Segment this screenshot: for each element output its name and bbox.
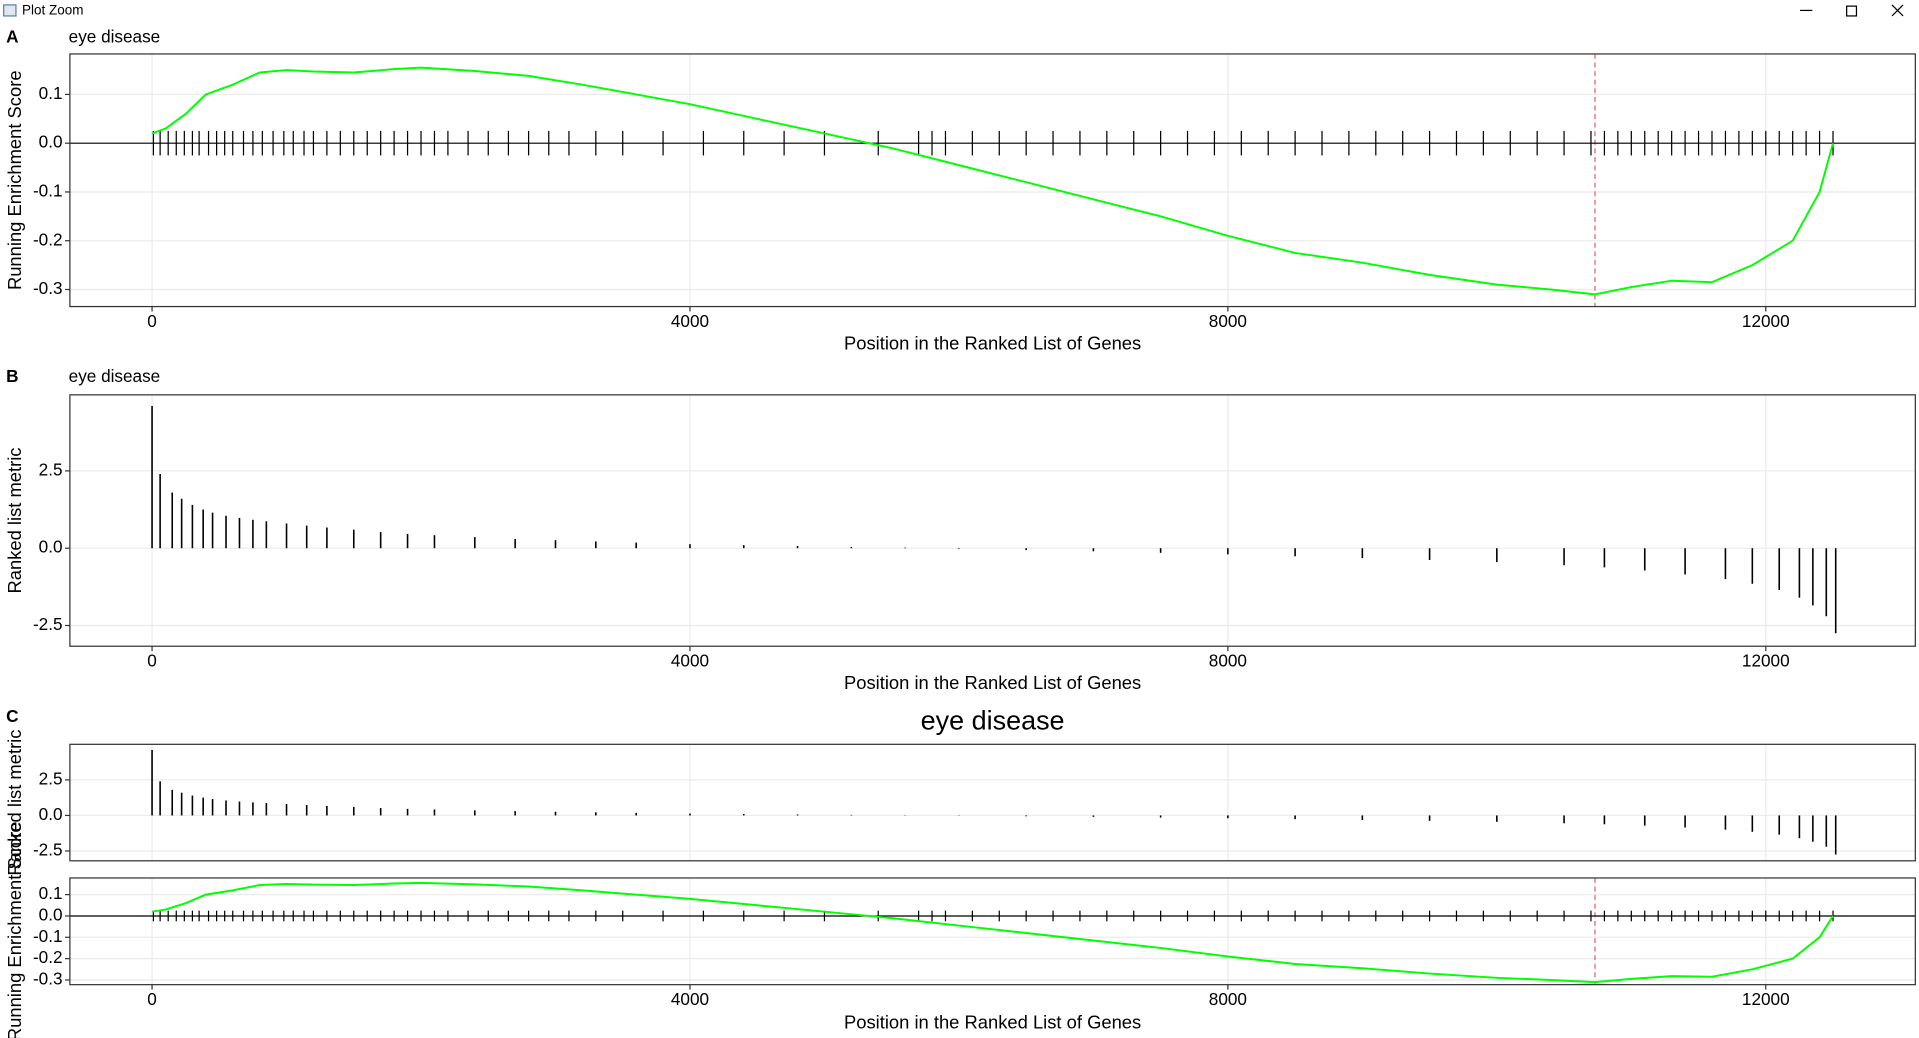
panel-label: B (6, 366, 18, 386)
y-tick-label: -0.1 (33, 926, 63, 946)
y-tick-label: 0.1 (39, 83, 63, 103)
x-tick-label: 0 (147, 651, 157, 671)
enrichment-curve (151, 881, 1834, 984)
chart-title: eye disease (921, 705, 1065, 735)
chart-title: eye disease (69, 366, 161, 386)
x-tick-label: 4000 (671, 651, 709, 671)
x-tick-label: 0 (147, 989, 157, 1009)
y-axis-title: Ranked list metric (4, 448, 25, 594)
x-axis-title: Position in the Ranked List of Genes (844, 332, 1141, 353)
y-tick-label: 0.0 (39, 537, 63, 557)
y-tick-label: 0.0 (39, 904, 63, 924)
x-tick-label: 4000 (671, 311, 709, 331)
y-tick-label: -2.5 (33, 614, 63, 634)
x-axis-title: Position in the Ranked List of Genes (844, 672, 1141, 693)
y-tick-label: -0.2 (33, 947, 63, 967)
x-tick-label: 8000 (1209, 989, 1247, 1009)
panel-border (69, 394, 1916, 647)
close-button[interactable] (1891, 4, 1904, 17)
x-tick-label: 0 (147, 311, 157, 331)
panel-border (69, 53, 1916, 308)
y-tick-label: -2.5 (33, 840, 63, 860)
y-tick-label: 0.0 (39, 804, 63, 824)
y-tick-label: 2.5 (39, 768, 63, 788)
x-tick-label: 8000 (1209, 311, 1247, 331)
app-icon (3, 4, 17, 17)
panel-border (69, 743, 1916, 862)
y-axis-title: Running Enrichment Score (4, 822, 25, 1038)
title-bar: Plot Zoom (3, 3, 1904, 18)
y-axis-title: Ranked list metric (4, 730, 25, 876)
y-tick-label: -0.3 (33, 968, 63, 988)
x-tick-label: 12000 (1742, 651, 1790, 671)
x-tick-label: 12000 (1742, 989, 1790, 1009)
y-axis-title: Running Enrichment Score (4, 70, 25, 290)
y-tick-label: -0.2 (33, 229, 63, 249)
x-tick-label: 12000 (1742, 311, 1790, 331)
y-tick-label: -0.3 (33, 278, 63, 298)
panel-label: A (6, 27, 18, 47)
x-tick-label: 4000 (671, 989, 709, 1009)
y-tick-label: 0.1 (39, 883, 63, 903)
x-axis-title: Position in the Ranked List of Genes (844, 1012, 1141, 1033)
y-tick-label: -0.1 (33, 180, 63, 200)
y-tick-label: 0.0 (39, 132, 63, 152)
panel-label: C (6, 706, 18, 726)
x-tick-label: 8000 (1209, 651, 1247, 671)
panel-border (69, 877, 1916, 986)
enrichment-curve (151, 66, 1834, 296)
chart-title: eye disease (69, 27, 161, 47)
restore-button[interactable] (1846, 5, 1858, 17)
y-tick-label: 2.5 (39, 459, 63, 479)
window-title: Plot Zoom (22, 3, 83, 18)
